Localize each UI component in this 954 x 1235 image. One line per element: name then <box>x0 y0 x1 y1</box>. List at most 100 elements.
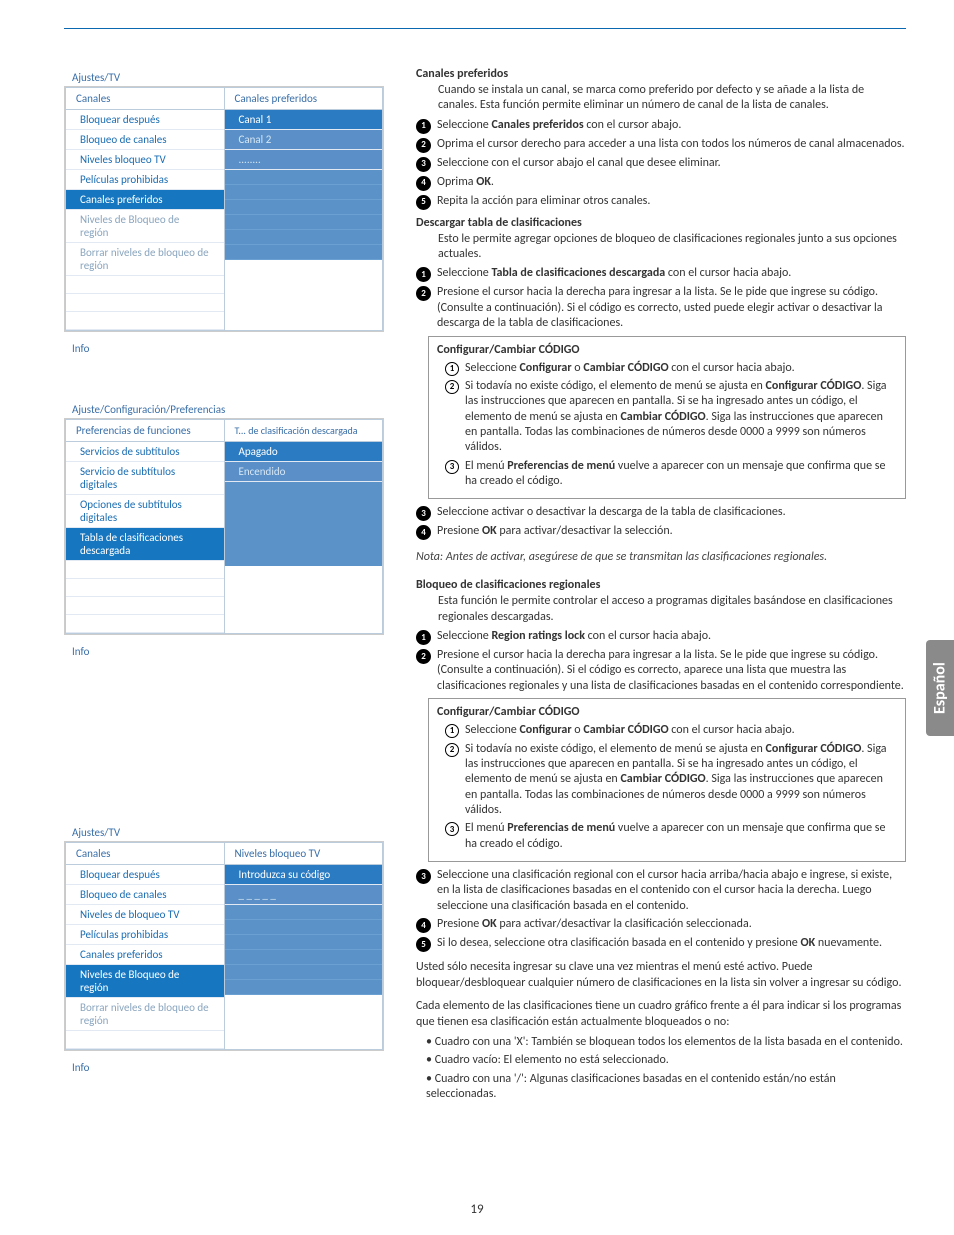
step: 1 Seleccione Configurar o Cambiar CÓDIGO … <box>445 723 897 738</box>
menu-value: _ _ _ _ _ <box>225 885 383 905</box>
step-number-icon: 2 <box>445 380 459 394</box>
sec3-tail2: Cada elemento de las clasificaciones tie… <box>416 999 906 1030</box>
menu-item[interactable]: Películas prohibidas <box>66 925 224 945</box>
menu-item[interactable]: Niveles de bloqueo TV <box>66 905 224 925</box>
menu-value: Canal 1 <box>225 110 383 130</box>
menu-value: ........ <box>225 150 383 170</box>
menu-item[interactable]: Bloqueo de canales <box>66 885 224 905</box>
box1-title: Configurar/Cambiar CÓDIGO <box>437 343 897 357</box>
step-text: Presione OK para activar/desactivar la s… <box>437 524 906 540</box>
menu-blank <box>66 294 224 312</box>
menu2-body: Preferencias de funciones Servicios de s… <box>65 419 383 634</box>
right-column: Canales preferidos Cuando se instala un … <box>416 67 906 1106</box>
step-number-icon: 2 <box>445 743 459 757</box>
step-number-icon: 3 <box>445 822 459 836</box>
step-text: Presione el cursor hacia la derecha para… <box>437 648 906 694</box>
menu1-crumb: Ajustes/TV <box>64 67 384 86</box>
sec1-title: Canales preferidos <box>416 67 906 81</box>
menu3-crumb: Ajustes/TV <box>64 822 384 841</box>
menu3-wrap: Ajustes/TV Canales Bloquear despuésBloqu… <box>64 822 384 1078</box>
menu2-left-header: Preferencias de funciones <box>66 420 224 442</box>
menu1-left: Canales Bloquear despuésBloqueo de canal… <box>65 87 224 331</box>
menu1-right-header: Canales preferidos <box>225 88 383 110</box>
menu-item[interactable]: Tabla de clasificaciones descargada <box>66 528 224 561</box>
menu-item[interactable]: Borrar niveles de bloqueo de región <box>66 998 224 1031</box>
sec1-intro: Cuando se instala un canal, se marca com… <box>438 83 906 114</box>
step-number-icon: 2 <box>416 138 431 153</box>
menu-blank <box>66 1031 224 1049</box>
menu-item[interactable]: Opciones de subtítulos digitales <box>66 495 224 528</box>
menu2-crumb: Ajuste/Configuración/Preferencias <box>64 399 384 418</box>
menu-item[interactable]: Niveles de Bloqueo de región <box>66 965 224 998</box>
menu-item[interactable]: Canales preferidos <box>66 190 224 210</box>
menu-item[interactable]: Niveles bloqueo TV <box>66 150 224 170</box>
step-text: El menú Preferencias de menú vuelve a ap… <box>465 821 897 852</box>
bullet: • Cuadro con una 'X': También se bloquea… <box>426 1035 906 1051</box>
menu-item[interactable]: Bloquear después <box>66 865 224 885</box>
step-text: Si todavía no existe código, el elemento… <box>465 379 897 456</box>
menu2: Preferencias de funciones Servicios de s… <box>64 418 384 635</box>
menu-item[interactable]: Niveles de Bloqueo de región <box>66 210 224 243</box>
sec2-title: Descargar tabla de clasificaciones <box>416 216 906 230</box>
menu1-body: Canales Bloquear despuésBloqueo de canal… <box>65 87 383 331</box>
step: 3Seleccione una clasificación regional c… <box>416 868 906 914</box>
step: 3Seleccione activar o desactivar la desc… <box>416 505 906 521</box>
step-number-icon: 4 <box>416 525 431 540</box>
step: 3Seleccione con el cursor abajo el canal… <box>416 156 906 172</box>
menu-blank <box>66 561 224 579</box>
menu2-left: Preferencias de funciones Servicios de s… <box>65 419 224 634</box>
step-text: El menú Preferencias de menú vuelve a ap… <box>465 459 897 490</box>
step-number-icon: 3 <box>445 460 459 474</box>
sec3-intro: Esta función le permite controlar el acc… <box>438 594 906 625</box>
step-text: Seleccione una clasificación regional co… <box>437 868 906 914</box>
step-text: Si lo desea, seleccione otra clasificaci… <box>437 936 906 952</box>
code-box-1: Configurar/Cambiar CÓDIGO 1Seleccione Co… <box>428 336 906 500</box>
menu-item[interactable]: Canales preferidos <box>66 945 224 965</box>
menu-item[interactable]: Servicio de subtítulos digitales <box>66 462 224 495</box>
left-column: Ajustes/TV Canales Bloquear despuésBloqu… <box>64 67 384 1106</box>
menu3-right-header: Niveles bloqueo TV <box>225 843 383 865</box>
step-text: Si todavía no existe código, el elemento… <box>465 742 897 819</box>
menu-blank <box>66 579 224 597</box>
menu1-wrap: Ajustes/TV Canales Bloquear despuésBloqu… <box>64 67 384 359</box>
step: 4 Presione OK para activar/desactivar la … <box>416 524 906 540</box>
page-number: 19 <box>0 1202 954 1217</box>
step-text: Seleccione Configurar o Cambiar CÓDIGO c… <box>465 723 897 738</box>
menu-value: Apagado <box>225 442 383 462</box>
menu-blank <box>66 312 224 330</box>
menu3-info: Info <box>64 1057 384 1078</box>
step-number-icon: 1 <box>416 119 431 134</box>
menu-blank <box>66 276 224 294</box>
menu3-right: Niveles bloqueo TV Introduzca su código_… <box>224 842 384 1050</box>
step-number-icon: 1 <box>416 630 431 645</box>
step-number-icon: 1 <box>445 724 459 738</box>
menu-item[interactable]: Bloquear después <box>66 110 224 130</box>
step: 4Oprima OK. <box>416 175 906 191</box>
menu1-right: Canales preferidos Canal 1Canal 2.......… <box>224 87 384 331</box>
menu3-body: Canales Bloquear despuésBloqueo de canal… <box>65 842 383 1050</box>
menu-item[interactable]: Bloqueo de canales <box>66 130 224 150</box>
page-layout: Ajustes/TV Canales Bloquear despuésBloqu… <box>64 67 906 1106</box>
step: 1 Seleccione Canales preferidos con el cu… <box>416 118 906 134</box>
menu-item[interactable]: Servicios de subtítulos <box>66 442 224 462</box>
step-text: Seleccione Canales preferidos con el cur… <box>437 118 906 134</box>
menu2-right-header: T... de clasificación descargada <box>225 420 383 442</box>
step: 2 Si todavía no existe código, el element… <box>445 742 897 819</box>
menu-value: Encendido <box>225 462 383 482</box>
code-box-2: Configurar/Cambiar CÓDIGO 1Seleccione Co… <box>428 698 906 862</box>
menu3-left-header: Canales <box>66 843 224 865</box>
bullet: • Cuadro vacío: El elemento no está sele… <box>426 1053 906 1069</box>
menu1-info: Info <box>64 338 384 359</box>
step: 1Seleccione Tabla de clasificaciones des… <box>416 266 906 282</box>
step-number-icon: 2 <box>416 286 431 301</box>
menu-item[interactable]: Borrar niveles de bloqueo de región <box>66 243 224 276</box>
menu-fill <box>225 170 383 260</box>
step-text: Seleccione con el cursor abajo el canal … <box>437 156 906 172</box>
step-text: Seleccione Tabla de clasificaciones desc… <box>437 266 906 282</box>
step-number-icon: 1 <box>445 362 459 376</box>
step-number-icon: 4 <box>416 176 431 191</box>
menu-item[interactable]: Películas prohibidas <box>66 170 224 190</box>
sec3-title: Bloqueo de clasificaciones regionales <box>416 578 906 592</box>
step: 4Presione OK para activar/desactivar la … <box>416 917 906 933</box>
menu-blank <box>66 597 224 615</box>
